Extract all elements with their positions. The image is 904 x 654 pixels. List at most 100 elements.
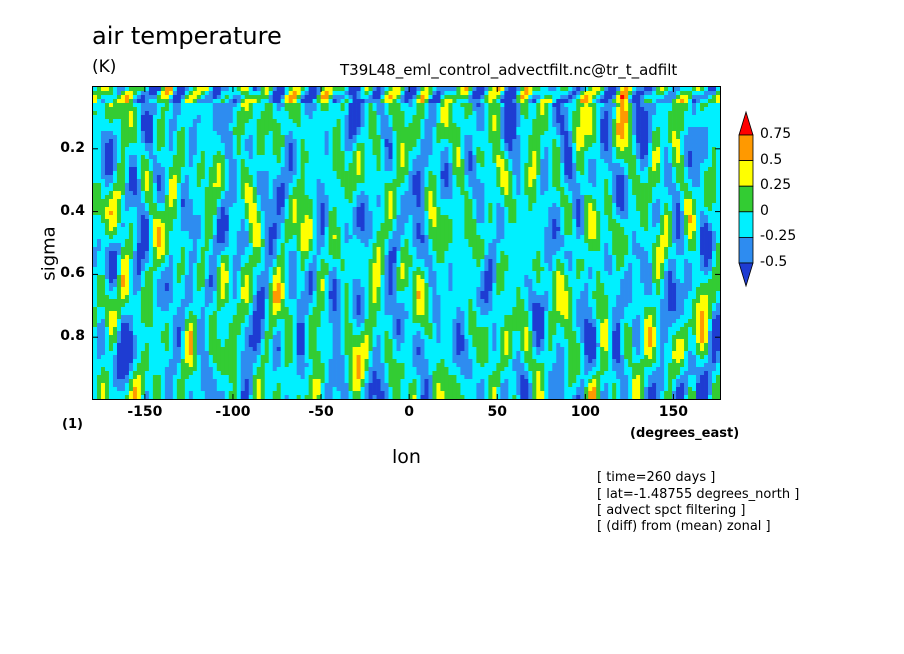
heatmap-cell (140, 127, 146, 132)
heatmap-cell (504, 95, 509, 100)
heatmap-cell (496, 203, 501, 208)
heatmap-cell (328, 119, 333, 124)
heatmap-cell (284, 191, 289, 196)
heatmap-cell (124, 91, 130, 96)
heatmap-cell (716, 179, 720, 184)
heatmap-cell (716, 143, 720, 148)
heatmap-cell (400, 139, 405, 144)
heatmap-cell (604, 99, 609, 104)
heatmap-cell (192, 91, 198, 96)
heatmap-cell (324, 103, 329, 108)
heatmap-cell (124, 207, 130, 212)
heatmap-cell (604, 163, 609, 168)
heatmap-cell (176, 115, 182, 120)
heatmap-cell (660, 171, 665, 176)
heatmap-cell (512, 163, 517, 168)
heatmap-cell (484, 159, 489, 164)
heatmap-cell (692, 143, 697, 148)
heatmap-cell (560, 179, 565, 184)
heatmap-cell (336, 115, 341, 120)
heatmap-cell (700, 163, 705, 168)
heatmap-cell (612, 183, 617, 188)
heatmap-cell (564, 155, 569, 160)
heatmap-cell (548, 175, 553, 180)
heatmap-cell (280, 167, 285, 172)
heatmap-cell (240, 211, 246, 216)
heatmap-cell (232, 111, 238, 116)
heatmap-cell (612, 103, 617, 108)
heatmap-cell (508, 155, 513, 160)
heatmap-cell (484, 191, 489, 196)
heatmap-cell (200, 199, 206, 204)
heatmap-cell (140, 183, 146, 188)
heatmap-cell (700, 127, 705, 132)
heatmap-cell (528, 183, 533, 188)
heatmap-cell (120, 99, 126, 104)
heatmap-cell (560, 147, 565, 152)
heatmap-cell (196, 123, 202, 128)
heatmap-cell (244, 131, 250, 136)
heatmap-cell (696, 139, 701, 144)
heatmap-cell (408, 171, 413, 176)
heatmap-cell (700, 95, 705, 100)
heatmap-cell (196, 163, 202, 168)
heatmap-cell (304, 211, 309, 216)
heatmap-cell (536, 107, 541, 112)
heatmap-cell (372, 107, 377, 112)
heatmap-cell (572, 103, 577, 108)
heatmap-cell (656, 115, 661, 120)
heatmap-cell (380, 123, 385, 128)
heatmap-cell (384, 95, 389, 100)
heatmap-cell (544, 195, 549, 200)
heatmap-cell (644, 183, 649, 188)
heatmap-cell (316, 123, 321, 128)
heatmap-cell (232, 143, 238, 148)
heatmap-cell (616, 147, 621, 152)
heatmap-cell (644, 135, 649, 140)
heatmap-cell (304, 151, 309, 156)
heatmap-cell (96, 103, 102, 108)
heatmap-cell (612, 151, 617, 156)
heatmap-cell (380, 163, 385, 168)
heatmap-cell (472, 139, 477, 144)
heatmap-cell (312, 187, 317, 192)
heatmap-cell (508, 175, 513, 180)
heatmap-cell (584, 131, 589, 136)
heatmap-cell (440, 167, 445, 172)
heatmap-cell (476, 143, 481, 148)
heatmap-cell (688, 203, 693, 208)
heatmap-cell (360, 175, 365, 180)
heatmap-cell (664, 139, 669, 144)
heatmap-cell (552, 163, 557, 168)
heatmap-cell (668, 195, 673, 200)
heatmap-cell (156, 155, 162, 160)
heatmap-cell (684, 111, 689, 116)
heatmap-cell (616, 163, 621, 168)
heatmap-cell (464, 95, 469, 100)
heatmap-cell (216, 207, 222, 212)
heatmap-cell (412, 191, 417, 196)
heatmap-cell (344, 99, 349, 104)
heatmap-cell (244, 191, 250, 196)
heatmap-cell (232, 199, 238, 204)
heatmap-cell (364, 135, 369, 140)
heatmap-cell (556, 115, 561, 120)
heatmap-cell (668, 143, 673, 148)
heatmap-cell (464, 155, 469, 160)
heatmap-cell (652, 159, 657, 164)
heatmap-cell (712, 99, 717, 104)
heatmap-cell (272, 171, 277, 176)
heatmap-cell (552, 175, 557, 180)
heatmap-cell (524, 191, 529, 196)
heatmap-cell (400, 183, 405, 188)
heatmap-cell (128, 139, 134, 144)
heatmap-cell (504, 211, 509, 216)
heatmap-cell (376, 187, 381, 192)
heatmap-cell (164, 119, 170, 124)
heatmap-cell (204, 211, 210, 216)
heatmap-cell (556, 91, 561, 96)
heatmap-cell (180, 139, 186, 144)
heatmap-cell (568, 167, 573, 172)
heatmap-cell (300, 147, 305, 152)
heatmap-cell (216, 107, 222, 112)
